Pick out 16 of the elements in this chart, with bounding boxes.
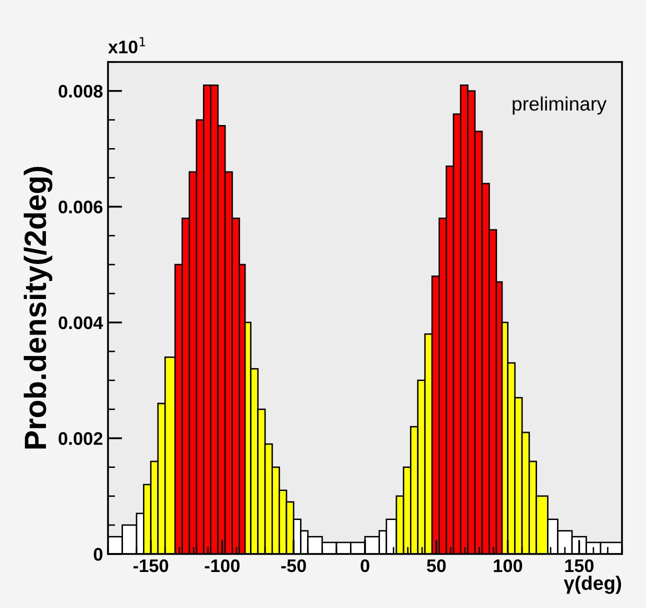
x-axis-title: γ(deg)	[564, 576, 622, 594]
y-tick-label: 0.006	[58, 200, 102, 214]
x-tick-label: 0	[360, 559, 370, 572]
x-tick-label: 150	[565, 559, 594, 572]
y-tick-label: 0.002	[58, 432, 102, 445]
x-tick-label: -150	[133, 559, 168, 572]
y-tick-label: 0.004	[58, 316, 104, 330]
x-tick-label: -50	[281, 559, 306, 572]
y-axis-title: Prob.density(/2deg)	[24, 166, 52, 449]
y-tick-label: 0.008	[58, 84, 103, 98]
y-tick-label: 0	[94, 548, 102, 561]
x-tick-label: 100	[494, 559, 522, 572]
annotation: preliminary	[512, 96, 607, 115]
x-tick-label: -100	[204, 559, 240, 572]
x-tick-label: 50	[426, 559, 446, 572]
text: x10$^{1}$	[108, 37, 146, 54]
